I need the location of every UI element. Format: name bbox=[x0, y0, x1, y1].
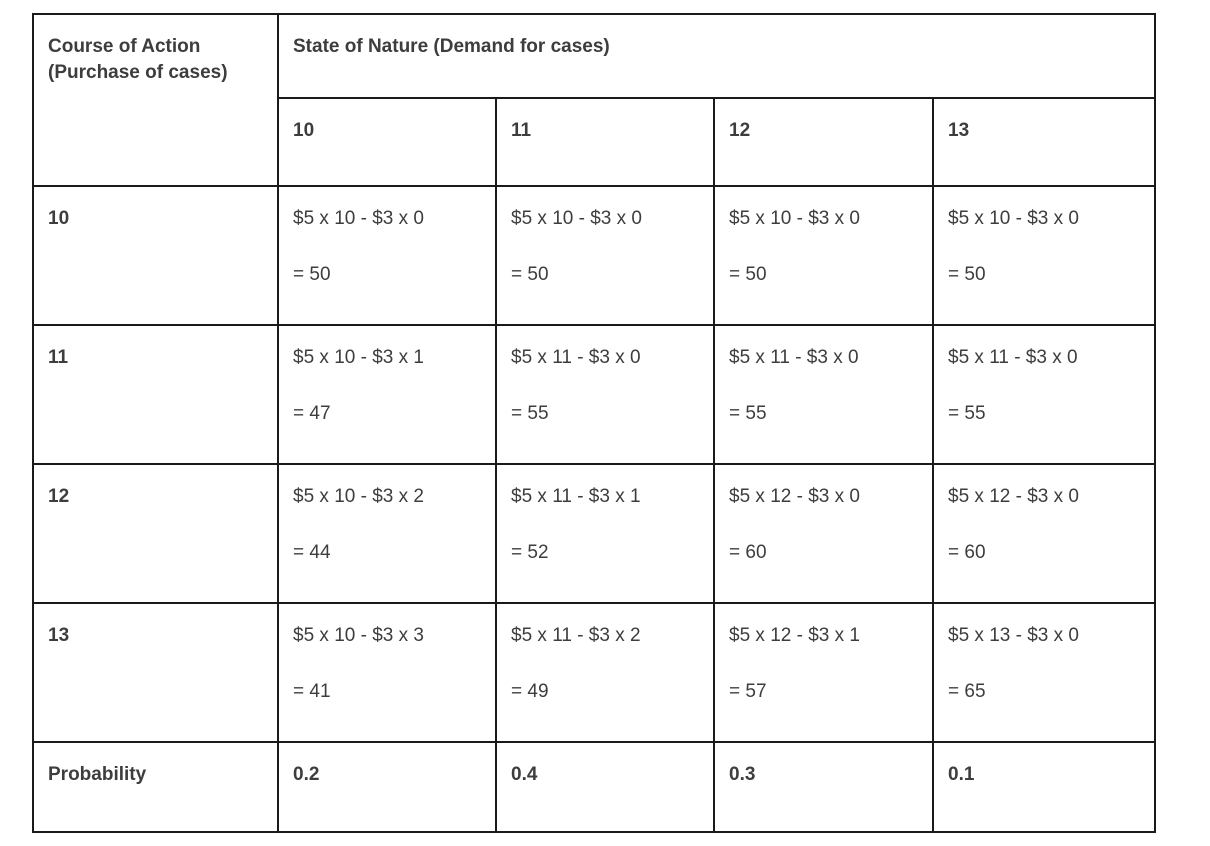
payoff-result: = 50 bbox=[948, 263, 986, 285]
payoff-cell: $5 x 12 - $3 x 0 = 60 bbox=[932, 463, 1156, 604]
payoff-result: = 44 bbox=[293, 541, 331, 563]
payoff-result: = 52 bbox=[511, 541, 549, 563]
row-label: 13 bbox=[32, 602, 279, 743]
header-row-demands: 10 11 12 13 bbox=[33, 97, 1156, 187]
payoff-formula: $5 x 12 - $3 x 0 bbox=[729, 486, 860, 507]
table-row-purchase-11: 11 $5 x 10 - $3 x 1 = 47 $5 x 11 - $3 x … bbox=[32, 324, 1156, 465]
payoff-formula: $5 x 10 - $3 x 1 bbox=[293, 347, 424, 368]
payoff-cell: $5 x 10 - $3 x 3 = 41 bbox=[277, 602, 497, 743]
payoff-formula: $5 x 10 - $3 x 0 bbox=[511, 208, 642, 229]
payoff-cell: $5 x 10 - $3 x 1 = 47 bbox=[277, 324, 497, 465]
payoff-result: = 57 bbox=[729, 680, 767, 702]
payoff-cell: $5 x 10 - $3 x 0 = 50 bbox=[932, 185, 1156, 326]
payoff-formula: $5 x 11 - $3 x 0 bbox=[729, 347, 859, 368]
payoff-result: = 41 bbox=[293, 680, 331, 702]
probability-value: 0.3 bbox=[713, 741, 934, 833]
table-row-purchase-12: 12 $5 x 10 - $3 x 2 = 44 $5 x 11 - $3 x … bbox=[32, 463, 1156, 604]
demand-column-header-12: 12 bbox=[713, 97, 934, 187]
probability-value: 0.4 bbox=[495, 741, 715, 833]
payoff-formula: $5 x 11 - $3 x 0 bbox=[511, 347, 641, 368]
payoff-result: = 55 bbox=[948, 402, 986, 424]
payoff-cell: $5 x 10 - $3 x 0 = 50 bbox=[495, 185, 715, 326]
payoff-result: = 49 bbox=[511, 680, 549, 702]
payoff-result: = 50 bbox=[511, 263, 549, 285]
header-row-group: Course of Action (Purchase of cases) Sta… bbox=[32, 13, 1156, 187]
payoff-formula: $5 x 10 - $3 x 2 bbox=[293, 486, 424, 507]
payoff-formula: $5 x 11 - $3 x 2 bbox=[511, 625, 641, 646]
payoff-formula: $5 x 10 - $3 x 0 bbox=[293, 208, 424, 229]
payoff-cell: $5 x 12 - $3 x 1 = 57 bbox=[713, 602, 934, 743]
probability-value: 0.1 bbox=[932, 741, 1156, 833]
table-row-purchase-10: 10 $5 x 10 - $3 x 0 = 50 $5 x 10 - $3 x … bbox=[32, 185, 1156, 326]
payoff-formula: $5 x 10 - $3 x 0 bbox=[729, 208, 860, 229]
payoff-cell: $5 x 11 - $3 x 0 = 55 bbox=[932, 324, 1156, 465]
payoff-result: = 50 bbox=[293, 263, 331, 285]
payoff-result: = 55 bbox=[729, 402, 767, 424]
payoff-result: = 60 bbox=[729, 541, 767, 563]
payoff-result: = 50 bbox=[729, 263, 767, 285]
payoff-result: = 47 bbox=[293, 402, 331, 424]
payoff-cell: $5 x 12 - $3 x 0 = 60 bbox=[713, 463, 934, 604]
payoff-cell: $5 x 11 - $3 x 0 = 55 bbox=[495, 324, 715, 465]
row-label: 12 bbox=[32, 463, 279, 604]
probability-label: Probability bbox=[32, 741, 279, 833]
payoff-result: = 65 bbox=[948, 680, 986, 702]
table-row-probability: Probability 0.2 0.4 0.3 0.1 bbox=[32, 741, 1156, 833]
row-label: 11 bbox=[32, 324, 279, 465]
payoff-formula: $5 x 10 - $3 x 0 bbox=[948, 208, 1079, 229]
row-label: 10 bbox=[32, 185, 279, 326]
demand-column-header-11: 11 bbox=[495, 97, 715, 187]
table-row-purchase-13: 13 $5 x 10 - $3 x 3 = 41 $5 x 11 - $3 x … bbox=[32, 602, 1156, 743]
probability-value: 0.2 bbox=[277, 741, 497, 833]
payoff-cell: $5 x 10 - $3 x 2 = 44 bbox=[277, 463, 497, 604]
demand-column-header-13: 13 bbox=[932, 97, 1156, 187]
payoff-formula: $5 x 13 - $3 x 0 bbox=[948, 625, 1079, 646]
payoff-cell: $5 x 10 - $3 x 0 = 50 bbox=[277, 185, 497, 326]
payoff-formula: $5 x 12 - $3 x 0 bbox=[948, 486, 1079, 507]
payoff-cell: $5 x 11 - $3 x 1 = 52 bbox=[495, 463, 715, 604]
payoff-cell: $5 x 10 - $3 x 0 = 50 bbox=[713, 185, 934, 326]
corner-header-cell: Course of Action (Purchase of cases) bbox=[32, 13, 279, 187]
demand-column-header-10: 10 bbox=[277, 97, 497, 187]
payoff-cell: $5 x 11 - $3 x 0 = 55 bbox=[713, 324, 934, 465]
payoff-cell: $5 x 11 - $3 x 2 = 49 bbox=[495, 602, 715, 743]
payoff-formula: $5 x 12 - $3 x 1 bbox=[729, 625, 860, 646]
payoff-formula: $5 x 11 - $3 x 0 bbox=[948, 347, 1078, 368]
payoff-cell: $5 x 13 - $3 x 0 = 65 bbox=[932, 602, 1156, 743]
payoff-formula: $5 x 11 - $3 x 1 bbox=[511, 486, 641, 507]
payoff-table: Course of Action (Purchase of cases) Sta… bbox=[32, 13, 1156, 833]
payoff-result: = 60 bbox=[948, 541, 986, 563]
payoff-formula: $5 x 10 - $3 x 3 bbox=[293, 625, 424, 646]
payoff-result: = 55 bbox=[511, 402, 549, 424]
state-of-nature-header-cell: State of Nature (Demand for cases) bbox=[277, 13, 1156, 99]
